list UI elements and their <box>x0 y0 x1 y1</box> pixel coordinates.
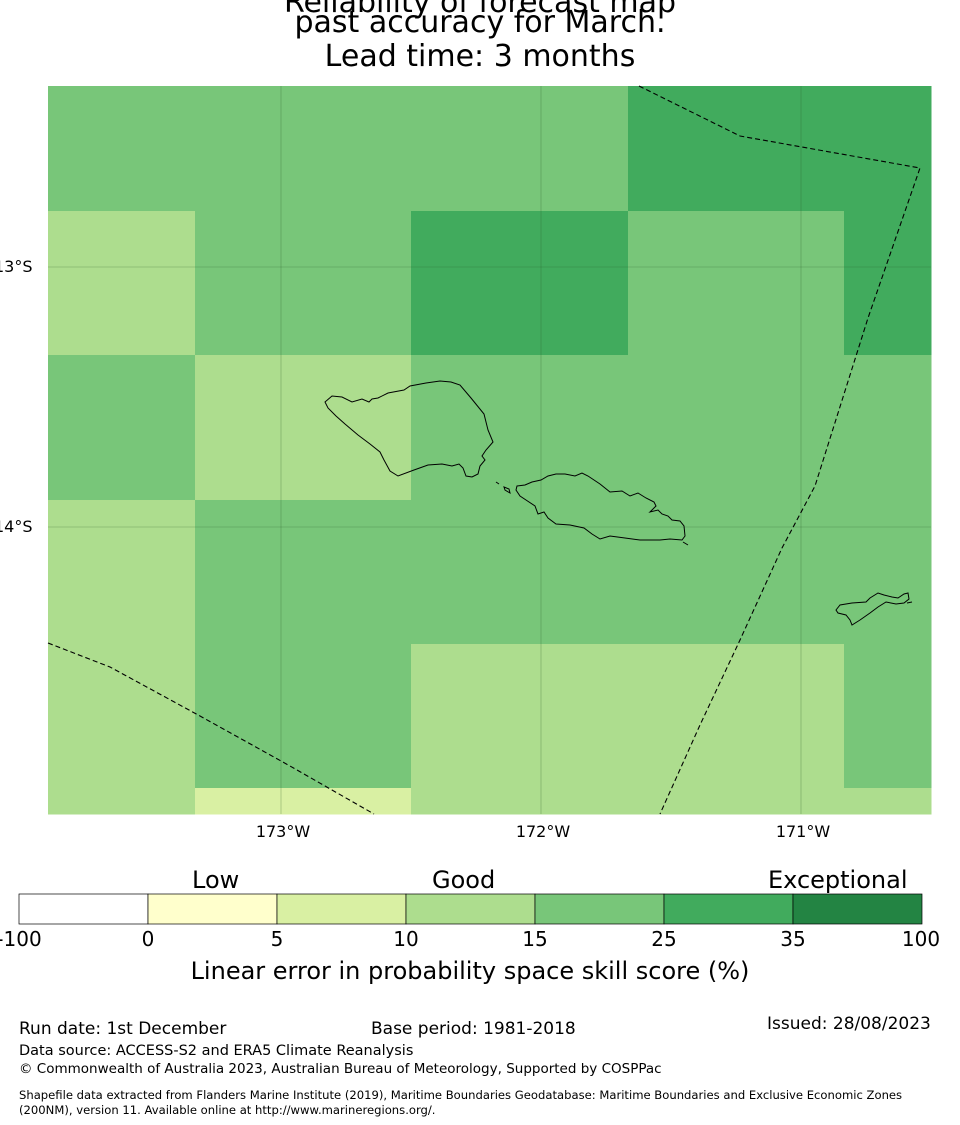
tick-35: 35 <box>780 927 806 951</box>
category-low: Low <box>192 866 240 894</box>
lon-label-172w: 172°W <box>515 822 571 841</box>
lon-label-171w: 171°W <box>775 822 831 841</box>
tick-15: 15 <box>522 927 548 951</box>
apolima-islet <box>495 481 500 485</box>
grid-cell <box>844 86 932 212</box>
grid-cell <box>628 355 845 501</box>
savaii-island <box>324 380 494 478</box>
map-panel <box>47 85 932 815</box>
grid-cell <box>195 211 412 356</box>
copyright: © Commonwealth of Australia 2023, Austra… <box>19 1061 662 1077</box>
grid-cell <box>48 211 196 356</box>
lat-label-14s: 14°S <box>0 517 33 536</box>
shapefile-credit-line1: Shapefile data extracted from Flanders M… <box>19 1088 903 1102</box>
grid-cell <box>48 500 196 645</box>
tick-5: 5 <box>270 927 284 951</box>
issued-date: Issued: 28/08/2023 <box>767 1014 931 1034</box>
title-line-3: Lead time: 3 months <box>324 39 636 74</box>
grid-cell <box>628 644 845 789</box>
colorbar-segment <box>276 893 407 925</box>
colorbar-segment <box>534 893 665 925</box>
title-line-2: past accuracy for March. <box>294 5 666 40</box>
grid-cell <box>48 644 196 789</box>
grid-cell <box>411 211 629 356</box>
eez-boundaries <box>47 85 921 815</box>
grid-cell <box>628 211 845 356</box>
aunuu-islet <box>906 601 913 604</box>
grid-cell <box>844 355 932 501</box>
grid-cell <box>411 86 629 212</box>
category-exceptional: Exceptional <box>768 866 908 894</box>
lat-label-13s: 13°S <box>0 257 33 276</box>
grid-cell <box>195 500 412 645</box>
grid-cell <box>195 86 412 212</box>
grid-cell <box>48 788 196 815</box>
data-source: Data source: ACCESS-S2 and ERA5 Climate … <box>19 1043 414 1059</box>
title-line-1: Reliability of forecast map <box>283 0 677 20</box>
colorbar-segment <box>147 893 278 925</box>
eez-boundary-northeast <box>638 85 921 815</box>
grid-cell <box>628 500 845 645</box>
grid-cell <box>844 644 932 789</box>
grid-cell <box>195 644 412 789</box>
eez-boundary-southwest <box>47 642 375 815</box>
colorbar-segment <box>792 893 923 925</box>
grid-cell <box>411 355 629 501</box>
grid-cell <box>195 788 412 815</box>
tick-10: 10 <box>393 927 419 951</box>
tick-25: 25 <box>651 927 677 951</box>
grid-cell <box>195 355 412 501</box>
grid-cell <box>48 86 196 212</box>
category-good: Good <box>432 866 496 894</box>
lon-label-173w: 173°W <box>255 822 311 841</box>
upolu-east-tip <box>682 541 689 546</box>
tick-100: 100 <box>901 927 941 951</box>
coastlines <box>324 380 913 626</box>
tick-minus100: -100 <box>0 927 42 951</box>
colorbar-label: Linear error in probability space skill … <box>190 957 750 985</box>
base-period: Base period: 1981-2018 <box>371 1019 576 1039</box>
colorbar <box>18 893 923 925</box>
grid-cell <box>48 355 196 501</box>
grid-cell <box>411 788 629 815</box>
colorbar-segment <box>18 893 149 925</box>
grid-cell <box>844 500 932 645</box>
grid-cell <box>844 211 932 356</box>
tutuila-island <box>835 592 910 626</box>
manono-islet <box>503 486 511 495</box>
graticule <box>48 86 931 814</box>
grid-cell <box>411 644 629 789</box>
run-date: Run date: 1st December <box>19 1019 227 1039</box>
upolu-island <box>515 472 686 541</box>
shapefile-credit-line2: (200NM), version 11. Available online at… <box>19 1103 436 1117</box>
tick-0: 0 <box>141 927 155 951</box>
grid-cell <box>844 788 932 815</box>
grid-cell <box>411 500 629 645</box>
colorbar-segment <box>663 893 794 925</box>
colorbar-segment <box>405 893 536 925</box>
grid-cell <box>628 788 845 815</box>
skill-grid <box>48 86 932 815</box>
colorbar-segments <box>18 893 923 925</box>
grid-cell <box>628 86 845 212</box>
